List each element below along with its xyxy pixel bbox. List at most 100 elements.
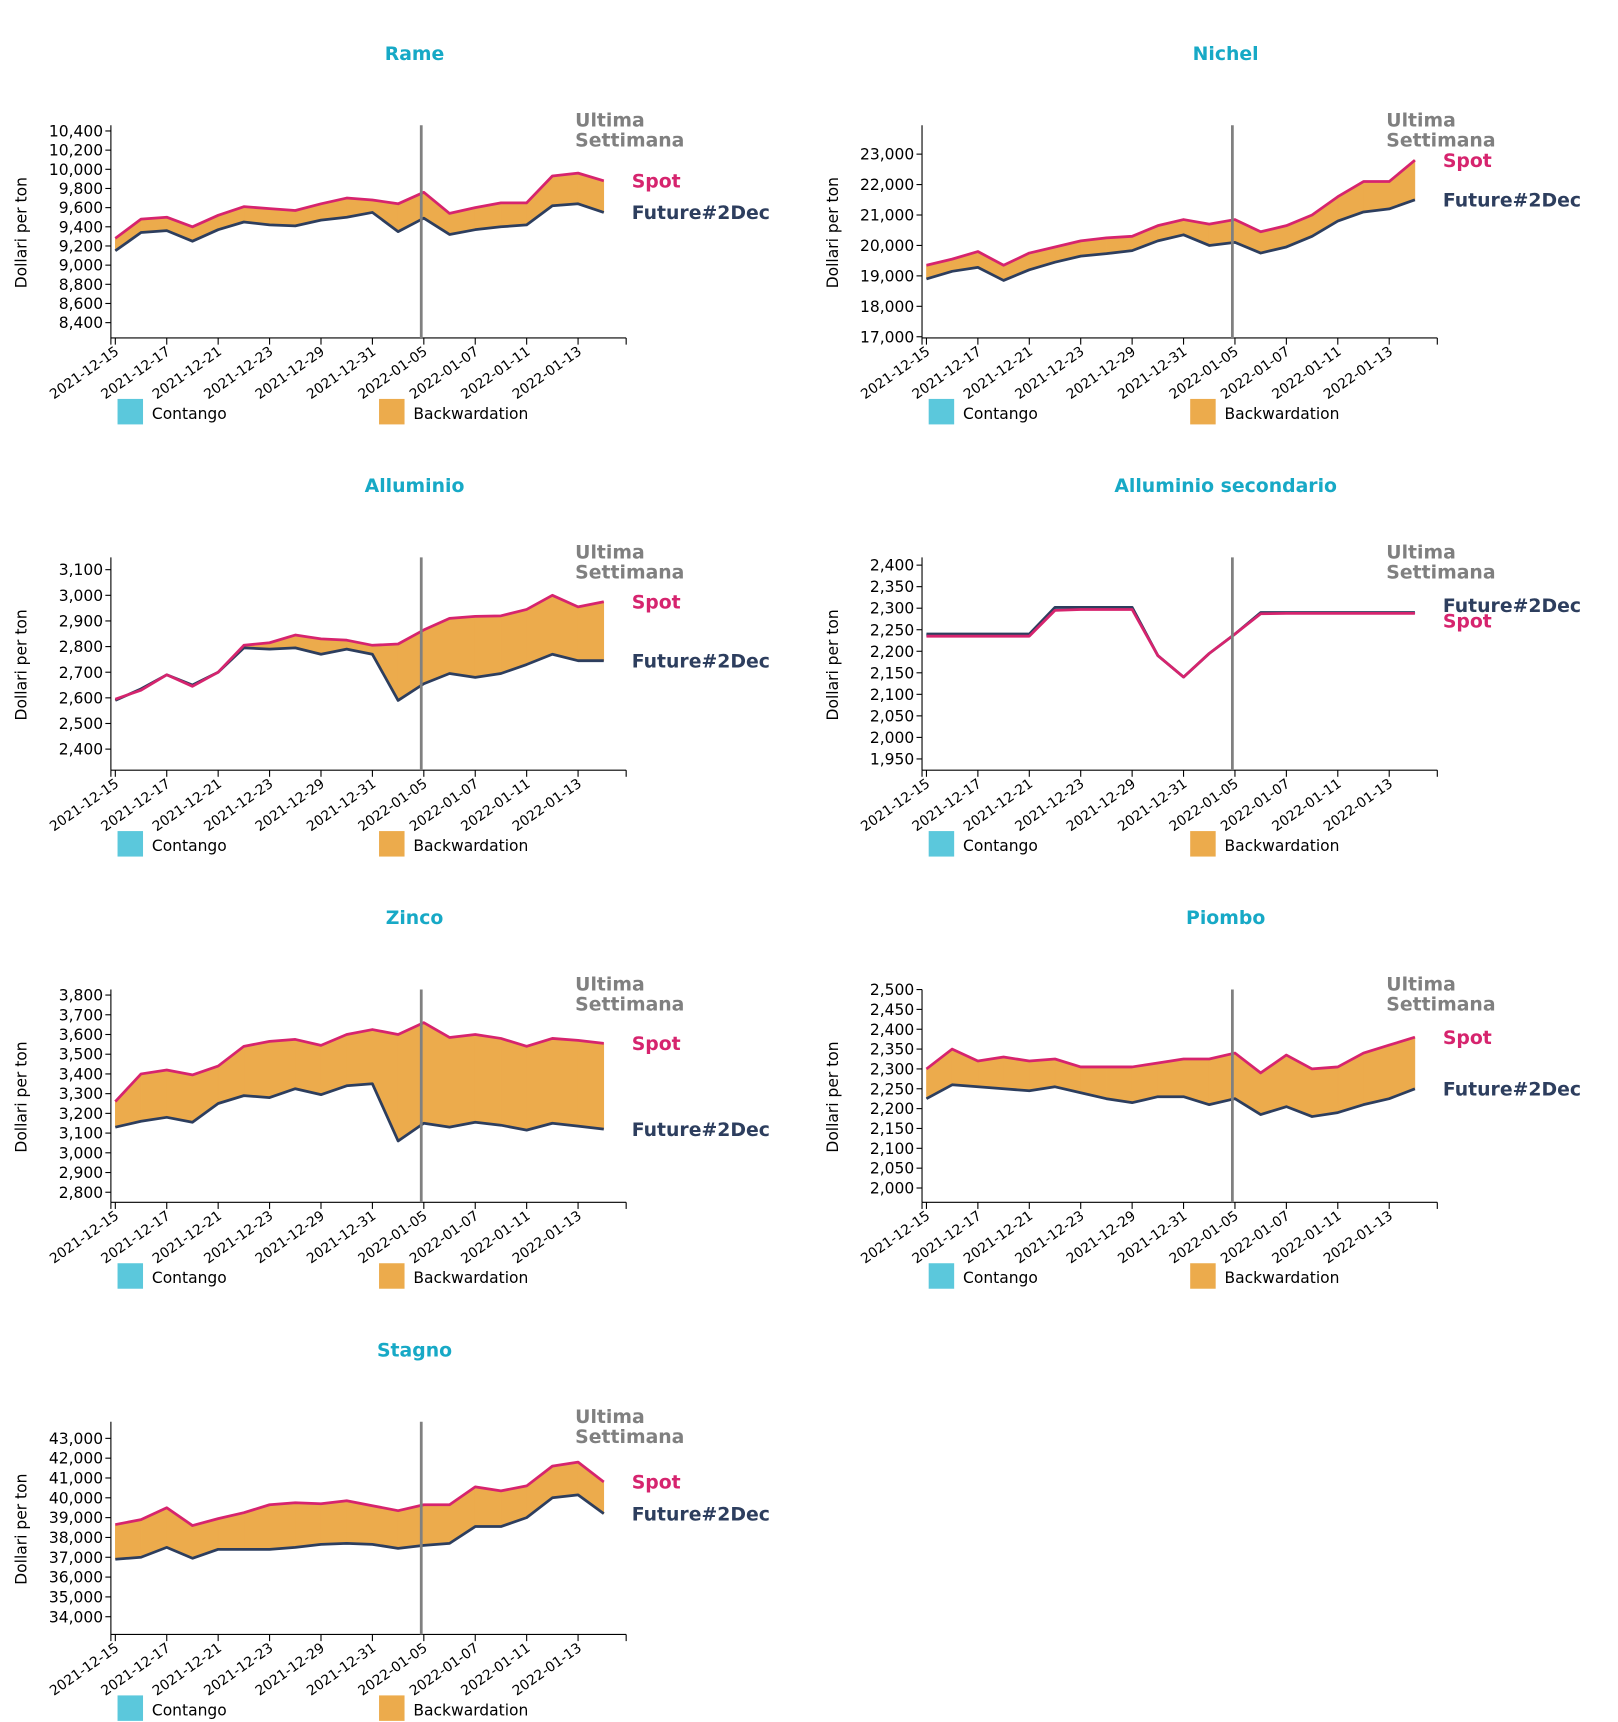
backwardation-area [346, 1500, 373, 1545]
backwardation-area [526, 1038, 553, 1131]
series-end-label: Spot [632, 1034, 681, 1055]
legend-swatch [117, 831, 144, 857]
series-end-label: Future#2Dec [632, 203, 770, 224]
series-line [114, 171, 605, 240]
series-end-label: Future#2Dec [632, 1120, 770, 1141]
backwardation-area [552, 1038, 579, 1127]
series-end-label: Future#2Dec [632, 651, 770, 672]
annotation-label: Settimana [575, 130, 684, 151]
chart-panel: Nichel Dollari per ton Spot Future#2Dec 17,0… [824, 44, 1581, 425]
series-line [925, 1035, 1416, 1075]
y-tick-label: 10,000 [49, 161, 103, 179]
y-tick-label: 2,150 [870, 1120, 914, 1138]
y-tick-label: 2,800 [59, 638, 103, 656]
y-tick-label: 34,000 [49, 1608, 103, 1626]
legend-label: Backwardation [413, 1269, 528, 1287]
backwardation-area [500, 1038, 527, 1131]
annotation-label: Settimana [1386, 995, 1495, 1016]
series-end-label: Future#2Dec [1443, 1079, 1581, 1100]
y-tick-label: 10,400 [49, 123, 103, 141]
chart-panel: Stagno Dollari per ton Spot Future#2Dec 34,0… [13, 1340, 770, 1721]
legend-swatch [117, 398, 144, 425]
legend-label: Backwardation [1225, 1269, 1340, 1287]
y-tick-label: 18,000 [860, 298, 914, 316]
legend-label: Contango [963, 1269, 1038, 1287]
backwardation-area [423, 1504, 450, 1546]
legend-label: Backwardation [1225, 837, 1340, 855]
backwardation-area [500, 609, 527, 674]
y-tick-label: 8,800 [59, 276, 103, 294]
y-tick-label: 19,000 [860, 267, 914, 285]
series-line [115, 1082, 604, 1143]
y-axis-label: Dollari per ton [13, 609, 31, 720]
legend-swatch [1190, 1263, 1216, 1289]
y-tick-label: 2,250 [870, 1080, 914, 1098]
annotation-label: Ultima [575, 110, 645, 131]
backwardation-area [1157, 1058, 1184, 1097]
backwardation-area [552, 172, 579, 207]
series-end-label: Spot [1443, 611, 1492, 632]
y-tick-label: 2,200 [870, 643, 914, 661]
legend-swatch [928, 1263, 955, 1289]
backwardation-area [552, 1461, 579, 1499]
backwardation-area [500, 202, 527, 228]
backwardation-area [1311, 196, 1339, 237]
y-tick-label: 8,600 [59, 295, 103, 313]
chart-title: Alluminio secondario [1114, 476, 1337, 497]
annotation-label: Ultima [575, 542, 645, 563]
series-line [926, 608, 1415, 679]
legend-swatch [1190, 831, 1216, 857]
annotation-label: Ultima [1386, 542, 1456, 563]
chart-title: Piombo [1186, 908, 1265, 929]
backwardation-area [372, 1029, 399, 1142]
chart-title: Stagno [377, 1340, 452, 1361]
y-tick-label: 3,600 [59, 1026, 103, 1044]
y-tick-label: 23,000 [860, 146, 914, 164]
y-tick-label: 2,350 [870, 578, 914, 596]
y-tick-label: 3,200 [59, 1105, 103, 1123]
y-tick-label: 2,500 [870, 981, 914, 999]
annotation-label: Settimana [1386, 562, 1495, 583]
y-tick-label: 2,700 [59, 664, 103, 682]
legend-label: Backwardation [1225, 405, 1340, 423]
backwardation-area [577, 1040, 605, 1130]
y-tick-label: 2,100 [870, 1140, 914, 1158]
y-tick-label: 1,950 [870, 750, 914, 768]
y-tick-label: 2,900 [59, 612, 103, 630]
backwardation-area [320, 1500, 347, 1545]
backwardation-area [474, 1034, 502, 1126]
legend-swatch [379, 1263, 405, 1289]
backwardation-area [449, 616, 476, 678]
series-end-label: Spot [1443, 151, 1492, 172]
backwardation-area [1337, 1052, 1364, 1113]
y-tick-label: 22,000 [860, 176, 914, 194]
backwardation-area [243, 1041, 270, 1098]
y-tick-label: 3,500 [59, 1046, 103, 1064]
y-tick-label: 20,000 [860, 237, 914, 255]
y-axis-label: Dollari per ton [824, 609, 842, 720]
backwardation-area [115, 1073, 142, 1128]
y-tick-label: 2,000 [870, 729, 914, 747]
y-tick-label: 2,100 [870, 686, 914, 704]
y-tick-label: 10,200 [49, 142, 103, 160]
legend-swatch [379, 831, 405, 857]
y-tick-label: 3,100 [59, 1125, 103, 1143]
y-tick-label: 2,300 [870, 1060, 914, 1078]
backwardation-area [295, 1039, 322, 1095]
y-axis-label: Dollari per ton [13, 1041, 31, 1152]
backwardation-area [346, 1029, 373, 1087]
annotation-label: Ultima [575, 1407, 645, 1428]
series-line [115, 1493, 605, 1561]
y-tick-label: 2,050 [870, 1160, 914, 1178]
series-end-label: Spot [632, 1473, 681, 1494]
legend-label: Backwardation [413, 837, 528, 855]
y-tick-label: 2,050 [870, 707, 914, 725]
y-tick-label: 3,000 [59, 587, 103, 605]
backwardation-area [140, 1069, 168, 1122]
y-tick-label: 36,000 [49, 1569, 103, 1587]
legend-swatch [117, 1695, 144, 1721]
y-axis-label: Dollari per ton [13, 177, 31, 288]
y-tick-label: 3,700 [59, 1006, 103, 1024]
